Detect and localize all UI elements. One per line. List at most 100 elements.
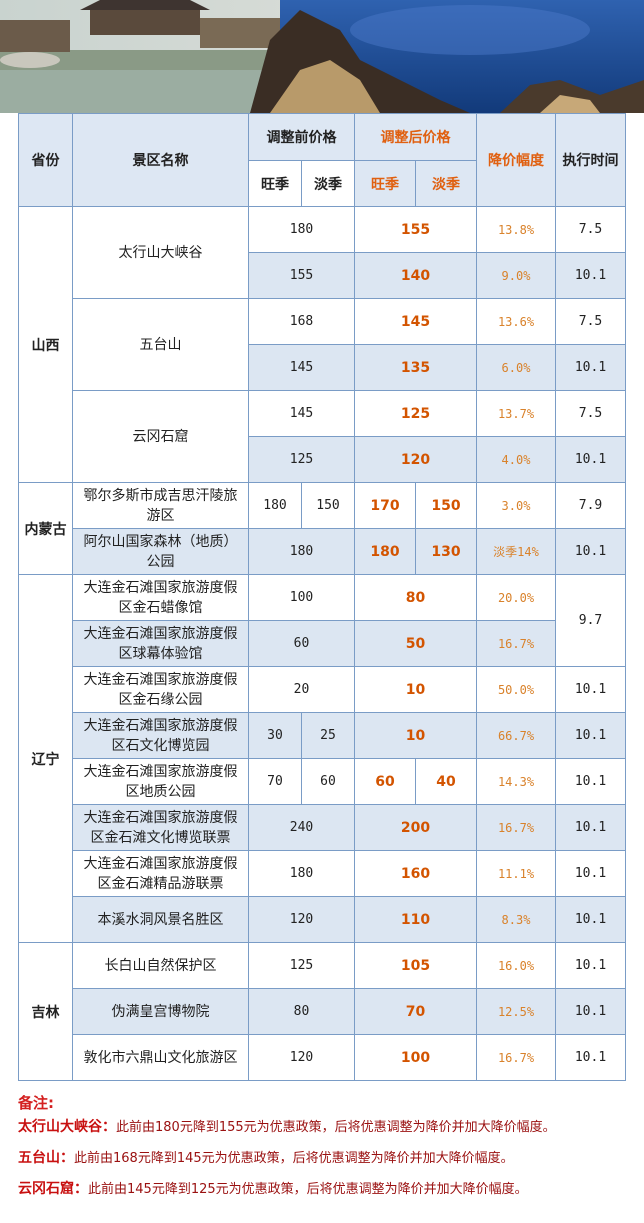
note-text: 此前由180元降到155元为优惠政策，后将优惠调整为降价并加大降价幅度。 — [116, 1120, 556, 1135]
table-row: 阿尔山国家森林（地质）公园 180 180 130 淡季14% 10.1 — [19, 528, 626, 575]
effective-date: 7.9 — [555, 482, 626, 529]
effective-date: 10.1 — [555, 850, 626, 897]
before-price: 180 — [248, 850, 355, 897]
after-price: 150 — [415, 482, 477, 529]
before-price: 30 — [248, 712, 302, 759]
table-row: 145 135 6.0% 10.1 — [19, 344, 626, 391]
banner-photo — [0, 0, 644, 113]
price-drop: 4.0% — [476, 436, 556, 483]
header-cell: 执行时间 — [555, 113, 626, 207]
effective-date: 10.1 — [555, 1034, 626, 1081]
price-drop: 13.6% — [476, 298, 556, 345]
table-row: 大连金石滩国家旅游度假区金石滩文化博览联票 240 200 16.7% 10.1 — [19, 804, 626, 851]
scenic-name: 云冈石窟 — [72, 390, 249, 483]
note-label: 太行山大峡谷： — [18, 1119, 116, 1135]
after-price: 180 — [354, 528, 416, 575]
province-cell: 吉林 — [18, 942, 73, 1081]
after-price: 80 — [354, 574, 477, 621]
scenic-name: 长白山自然保护区 — [72, 942, 249, 989]
scenic-name: 鄂尔多斯市成吉思汗陵旅游区 — [72, 482, 249, 529]
after-price: 110 — [354, 896, 477, 943]
header-cell: 省份 — [18, 113, 73, 207]
effective-date: 7.5 — [555, 206, 626, 253]
before-price: 100 — [248, 574, 355, 621]
price-drop: 16.7% — [476, 804, 556, 851]
price-drop: 16.7% — [476, 620, 556, 667]
note-text: 此前由168元降到145元为优惠政策，后将优惠调整为降价并加大降价幅度。 — [74, 1151, 514, 1166]
price-drop: 12.5% — [476, 988, 556, 1035]
price-table: 省份 景区名称 调整前价格 调整后价格 降价幅度 执行时间 旺季 淡季 旺季 淡… — [18, 113, 626, 1081]
after-price: 10 — [354, 666, 477, 713]
table-row: 吉林 长白山自然保护区 125 105 16.0% 10.1 — [18, 942, 626, 1081]
price-drop: 11.1% — [476, 850, 556, 897]
after-price: 200 — [354, 804, 477, 851]
scenic-name: 大连金石滩国家旅游度假区金石蜡像馆 — [72, 574, 249, 621]
after-price: 10 — [354, 712, 477, 759]
before-price: 60 — [301, 758, 355, 805]
table-row: 五台山 168 145 13.6% 7.5 — [19, 298, 626, 391]
before-price: 150 — [301, 482, 355, 529]
effective-date: 10.1 — [555, 252, 626, 299]
header-cell: 调整前价格 — [248, 113, 355, 161]
scenic-name: 太行山大峡谷 — [72, 206, 249, 299]
before-price: 70 — [248, 758, 302, 805]
table-row: 辽宁 大连金石滩国家旅游度假区金石蜡像馆 100 80 20.0% 9.7 — [18, 574, 626, 943]
effective-date: 10.1 — [555, 804, 626, 851]
table-row: 155 140 9.0% 10.1 — [19, 252, 626, 299]
notes: 备注: 太行山大峡谷：此前由180元降到155元为优惠政策，后将优惠调整为降价并… — [18, 1092, 644, 1209]
effective-date: 10.1 — [555, 712, 626, 759]
effective-date: 10.1 — [555, 436, 626, 483]
scenic-name: 本溪水洞风景名胜区 — [72, 896, 249, 943]
effective-date: 10.1 — [555, 528, 626, 575]
after-price: 70 — [354, 988, 477, 1035]
after-price: 155 — [354, 206, 477, 253]
before-price: 240 — [248, 804, 355, 851]
scenic-name: 大连金石滩国家旅游度假区地质公园 — [72, 758, 249, 805]
province-cell: 内蒙古 — [18, 482, 73, 575]
header-cell: 淡季 — [301, 160, 355, 207]
header-cell: 降价幅度 — [476, 113, 556, 207]
price-drop: 16.7% — [476, 1034, 556, 1081]
before-price: 180 — [248, 206, 355, 253]
price-drop: 16.0% — [476, 942, 556, 989]
scenic-name: 敦化市六鼎山文化旅游区 — [72, 1034, 249, 1081]
note-text: 此前由145元降到125元为优惠政策，后将优惠调整为降价并加大降价幅度。 — [88, 1182, 528, 1197]
effective-date: 10.1 — [555, 344, 626, 391]
after-price: 145 — [354, 298, 477, 345]
price-drop: 淡季14% — [476, 528, 556, 575]
before-price: 20 — [248, 666, 355, 713]
after-price: 135 — [354, 344, 477, 391]
scenic-name: 大连金石滩国家旅游度假区金石滩文化博览联票 — [72, 804, 249, 851]
note-label: 五台山： — [18, 1150, 74, 1166]
after-price: 40 — [415, 758, 477, 805]
before-price: 125 — [248, 942, 355, 989]
before-price: 25 — [301, 712, 355, 759]
table-row: 云冈石窟 145 125 13.7% 7.5 — [19, 390, 626, 483]
before-price: 120 — [248, 896, 355, 943]
price-drop: 14.3% — [476, 758, 556, 805]
header-cell: 调整后价格 — [354, 113, 477, 161]
scenic-name: 五台山 — [72, 298, 249, 391]
note-line: 云冈石窟：此前由145元降到125元为优惠政策，后将优惠调整为降价并加大降价幅度… — [18, 1178, 644, 1209]
after-price: 100 — [354, 1034, 477, 1081]
after-price: 120 — [354, 436, 477, 483]
header-cell: 旺季 — [248, 160, 302, 207]
after-price: 160 — [354, 850, 477, 897]
before-price: 60 — [248, 620, 355, 667]
header-cell: 旺季 — [354, 160, 416, 207]
before-price: 120 — [248, 1034, 355, 1081]
price-drop: 13.8% — [476, 206, 556, 253]
price-drop: 66.7% — [476, 712, 556, 759]
scenic-name: 大连金石滩国家旅游度假区球幕体验馆 — [72, 620, 249, 667]
price-drop: 13.7% — [476, 390, 556, 437]
price-drop: 9.0% — [476, 252, 556, 299]
effective-date: 9.7 — [555, 574, 626, 667]
province-cell: 山西 — [18, 206, 73, 483]
after-price: 170 — [354, 482, 416, 529]
note-label: 云冈石窟： — [18, 1181, 88, 1197]
before-price: 180 — [248, 528, 355, 575]
table-row: 内蒙古 鄂尔多斯市成吉思汗陵旅游区 180 150 170 150 3.0% 7.9 — [18, 482, 626, 575]
table-row: 大连金石滩国家旅游度假区球幕体验馆 60 50 16.7% — [19, 620, 626, 667]
before-price: 145 — [248, 390, 355, 437]
effective-date: 10.1 — [555, 896, 626, 943]
